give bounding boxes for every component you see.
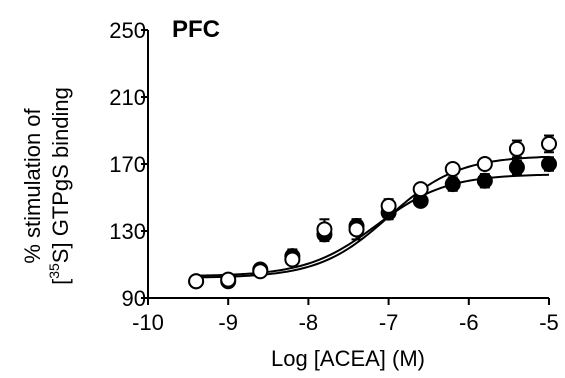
open-point-9	[444, 161, 461, 178]
y-axis-title-line2: [35S] GTPgS binding	[46, 87, 73, 285]
filled-point-12	[541, 156, 557, 172]
filled-point-10	[476, 172, 493, 189]
data-points	[188, 134, 557, 290]
x-axis-title: Log [ACEA] (M)	[271, 346, 425, 371]
open-point-12	[541, 135, 557, 152]
chart-title: PFC	[172, 16, 220, 43]
x-tick-label: -9	[218, 310, 238, 335]
open-point-2	[220, 271, 237, 288]
x-tick-label: -7	[379, 310, 399, 335]
x-tick-label: -10	[132, 310, 164, 335]
filled-point-9	[444, 176, 461, 193]
y-tick-label: 130	[109, 219, 146, 244]
x-tick-label: -5	[539, 310, 559, 335]
x-tick-label: -8	[299, 310, 319, 335]
y-axis-title-rest: S] GTPgS binding	[48, 87, 73, 263]
open-point-10	[476, 156, 493, 172]
y-axis-title-superscript: 35	[46, 263, 62, 279]
filled-point-11	[508, 159, 525, 176]
open-point-8	[412, 181, 429, 198]
open-point-3	[252, 263, 269, 280]
y-axis-title-line1: % stimulation of	[20, 107, 45, 263]
y-tick-label: 90	[122, 286, 146, 311]
y-tick-label: 250	[109, 18, 146, 43]
open-point-6	[348, 221, 365, 238]
y-axis-title-bracket: [	[48, 279, 73, 285]
y-axis-title: % stimulation of [35S] GTPgS binding	[20, 87, 73, 285]
x-tick-label: -6	[459, 310, 479, 335]
axes: 90 130 170 210 250 -10 -9 -8 -7 -6 -5	[109, 18, 559, 335]
open-point-4	[284, 251, 301, 268]
open-point-5	[316, 221, 333, 238]
open-point-11	[508, 140, 525, 157]
fit-curves	[196, 155, 550, 279]
open-point-1	[188, 273, 205, 290]
y-tick-label: 170	[109, 152, 146, 177]
open-point-7	[380, 197, 397, 214]
fit-curve-1	[196, 173, 550, 277]
y-tick-label: 210	[109, 85, 146, 110]
fit-curve-2	[196, 155, 550, 279]
